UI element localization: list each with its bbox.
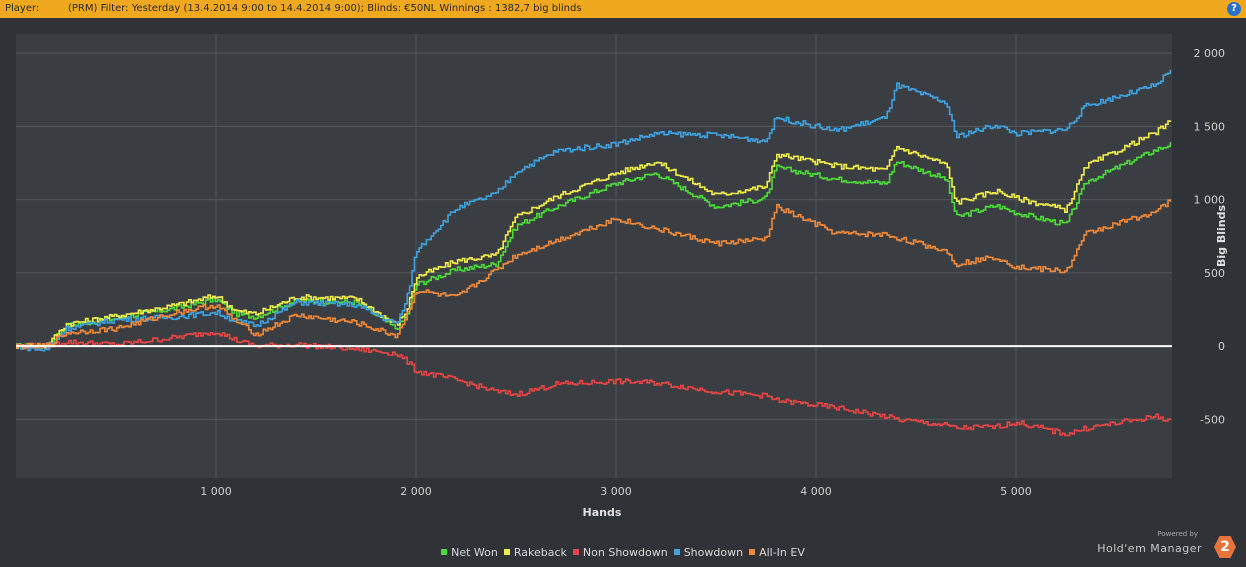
x-tick-label: 4 000: [800, 485, 832, 498]
y-tick-label: 500: [1204, 267, 1225, 280]
legend-swatch: [441, 549, 448, 555]
legend-item-non-showdown[interactable]: Non Showdown: [572, 546, 668, 559]
legend-item-all-in-ev[interactable]: All-In EV: [749, 546, 805, 559]
x-tick-label: 5 000: [1000, 485, 1032, 498]
player-label: Player:: [5, 3, 40, 14]
series-line-non-showdown: [16, 332, 1172, 437]
legend-swatch: [503, 549, 510, 555]
plot-area: [16, 34, 1172, 478]
y-tick-label: 1 000: [1194, 194, 1226, 207]
y-axis-title: Big Blinds: [1215, 205, 1228, 267]
series-line-all-in-ev: [16, 199, 1172, 350]
legend-label: Net Won: [451, 546, 498, 559]
legend-label: Rakeback: [513, 546, 567, 559]
legend-item-net-won[interactable]: Net Won: [441, 546, 498, 559]
x-tick-label: 3 000: [600, 485, 632, 498]
x-tick-label: 1 000: [200, 485, 232, 498]
filter-summary: (PRM) Filter: Yesterday (13.4.2014 9:00 …: [68, 3, 582, 14]
legend-item-showdown[interactable]: Showdown: [673, 546, 744, 559]
legend-swatch: [572, 549, 579, 555]
brand-name: Hold'em Manager: [1097, 542, 1202, 555]
legend-label: Non Showdown: [582, 546, 668, 559]
branding: Powered by Hold'em Manager 2: [1096, 530, 1236, 564]
brand-logo-icon: 2: [1214, 536, 1236, 558]
chart-legend: Net Won Rakeback Non Showdown Showdown All-I…: [0, 546, 1246, 562]
y-tick-label: 0: [1218, 340, 1225, 353]
y-tick-label: 1 500: [1194, 120, 1226, 133]
filter-bar: Player: (PRM) Filter: Yesterday (13.4.20…: [0, 0, 1246, 18]
x-axis-title: Hands: [583, 506, 622, 519]
powered-by-label: Powered by: [1157, 530, 1198, 538]
help-icon[interactable]: ?: [1227, 2, 1241, 16]
y-tick-label: -500: [1200, 413, 1225, 426]
series-line-net-won: [16, 142, 1172, 350]
series-line-showdown: [16, 69, 1172, 352]
series-line-rakeback: [16, 120, 1172, 350]
legend-label: Showdown: [683, 546, 744, 559]
legend-swatch: [673, 549, 680, 555]
legend-item-rakeback[interactable]: Rakeback: [503, 546, 567, 559]
winnings-graph: 1 000 2 000 3 000 4 000 5 000 2 000 1 500 1 000…: [16, 34, 1228, 519]
legend-label: All-In EV: [759, 546, 805, 559]
x-tick-label: 2 000: [400, 485, 432, 498]
y-tick-label: 2 000: [1194, 47, 1226, 60]
legend-swatch: [749, 549, 756, 555]
